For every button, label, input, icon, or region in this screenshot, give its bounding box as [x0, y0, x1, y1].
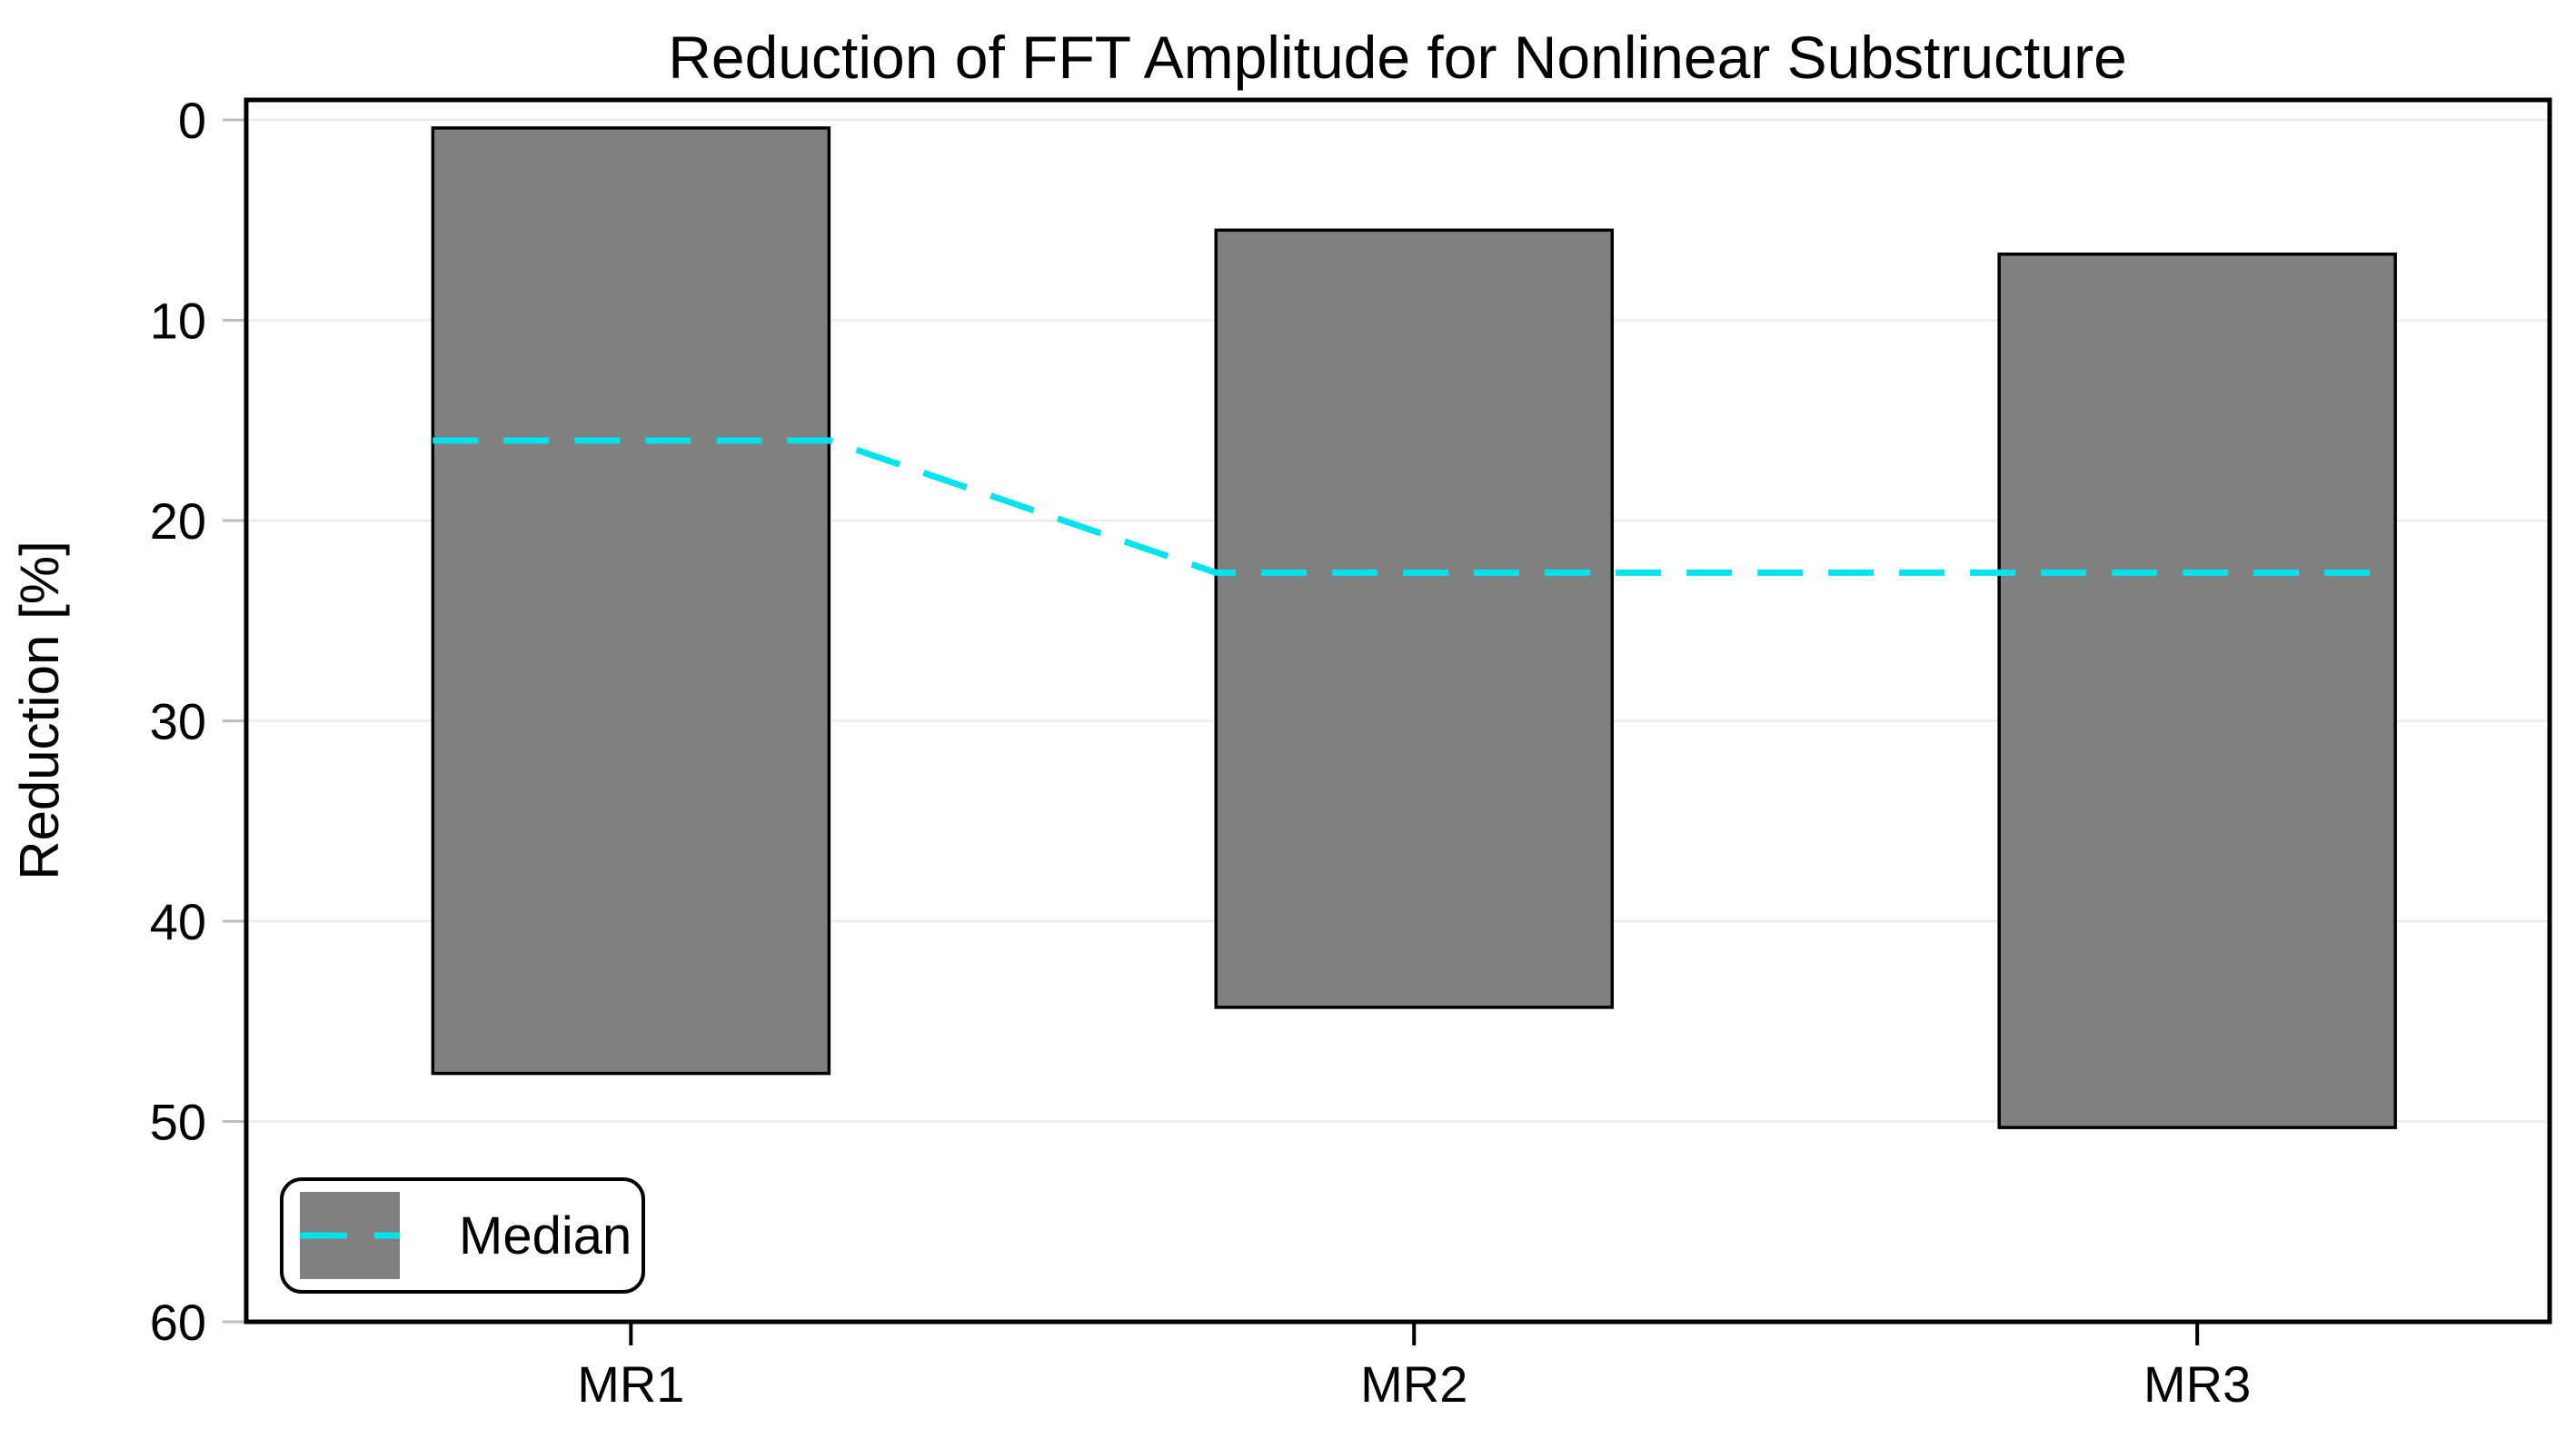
- range-bar-MR2: [1214, 228, 1615, 1009]
- x-tick-label-MR3: MR3: [2143, 1355, 2251, 1413]
- plot-border: [244, 97, 2552, 1325]
- median-line-layer: [433, 437, 2396, 576]
- bars-layer: [431, 126, 2397, 1129]
- y-tick-label-0: 0: [178, 92, 206, 149]
- y-tick-label-30: 30: [150, 693, 206, 750]
- legend-label: Median: [459, 1206, 632, 1265]
- range-bar-MR3: [1997, 253, 2397, 1129]
- plot-border-layer: [244, 97, 2552, 1325]
- y-tick-label-50: 50: [150, 1094, 206, 1151]
- median-dashed-line: [433, 437, 2396, 576]
- y-tick-label-20: 20: [150, 492, 206, 550]
- y-tick-label-40: 40: [150, 893, 206, 950]
- x-tick-label-MR2: MR2: [1360, 1355, 1467, 1413]
- x-tick-label-MR1: MR1: [577, 1355, 684, 1413]
- y-axis-label: Reduction [%]: [9, 541, 70, 880]
- y-tick-label-60: 60: [150, 1294, 206, 1351]
- chart-title: Reduction of FFT Amplitude for Nonlinear…: [668, 24, 2127, 91]
- range-bar-MR1: [431, 126, 831, 1076]
- axis-ticks-layer: 0 10 20 30 40 50 60 MR1 MR2 MR3: [150, 92, 2252, 1413]
- legend-layer: Median: [280, 1177, 645, 1294]
- y-tick-label-10: 10: [150, 293, 206, 350]
